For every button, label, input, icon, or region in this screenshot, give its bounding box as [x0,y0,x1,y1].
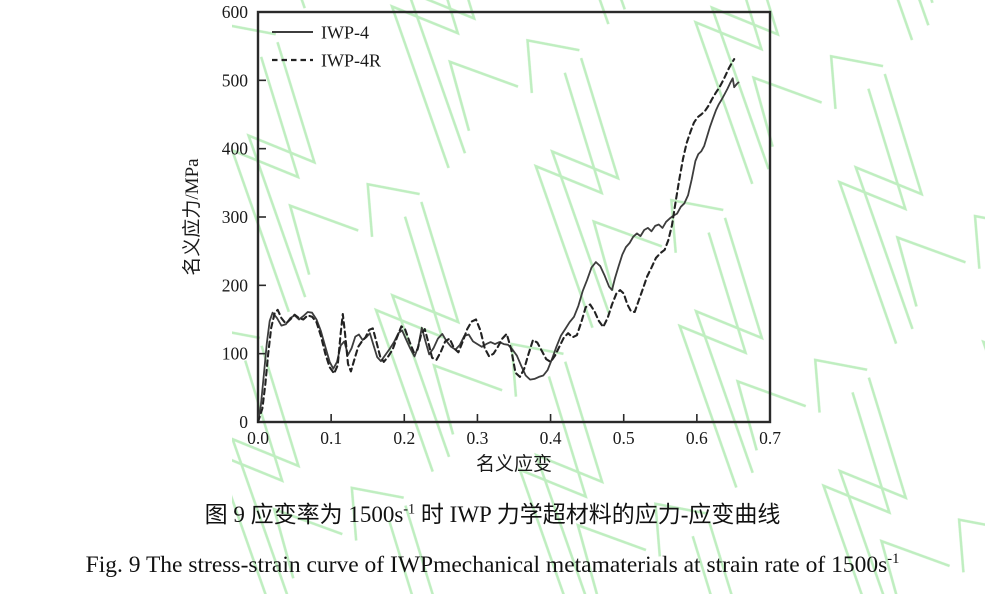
caption-zh-superscript: -1 [403,501,416,518]
x-axis-title: 名义应变 [476,453,552,475]
y-tick-label: 400 [222,139,249,159]
caption-english: Fig. 9 The stress-strain curve of IWPmec… [0,551,985,579]
y-tick-label: 300 [222,207,249,227]
x-tick-label: 0.2 [393,428,415,448]
y-tick-label: 600 [222,2,249,22]
caption-zh-text: 图 9 应变率为 1500s [204,502,404,527]
legend-label-iwp-4: IWP-4 [321,23,369,43]
x-tick-label: 0.7 [759,428,781,448]
y-tick-label: 500 [222,70,249,90]
x-tick-label: 0.1 [320,428,342,448]
caption-chinese: 图 9 应变率为 1500s-1 时 IWP 力学超材料的应力-应变曲线 [0,495,985,529]
y-tick-label: 200 [222,275,249,295]
y-tick-label: 100 [222,344,249,364]
y-axis-title: 名义应力/MPa [181,158,203,276]
caption-en-text: Fig. 9 The stress-strain curve of IWPmec… [85,551,888,578]
y-tick-label: 0 [239,412,248,432]
x-tick-label: 0.0 [247,428,269,448]
x-tick-label: 0.3 [466,428,488,448]
watermark-pattern [232,0,985,594]
legend-label-iwp-4r: IWP-4R [321,51,381,71]
x-tick-label: 0.5 [613,428,635,448]
x-tick-label: 0.4 [540,428,562,448]
x-tick-label: 0.6 [686,428,708,448]
caption-en-superscript: -1 [887,551,900,567]
series-iwp-4r [256,58,736,424]
caption-zh-suffix: 时 IWP 力学超材料的应力-应变曲线 [415,502,781,527]
